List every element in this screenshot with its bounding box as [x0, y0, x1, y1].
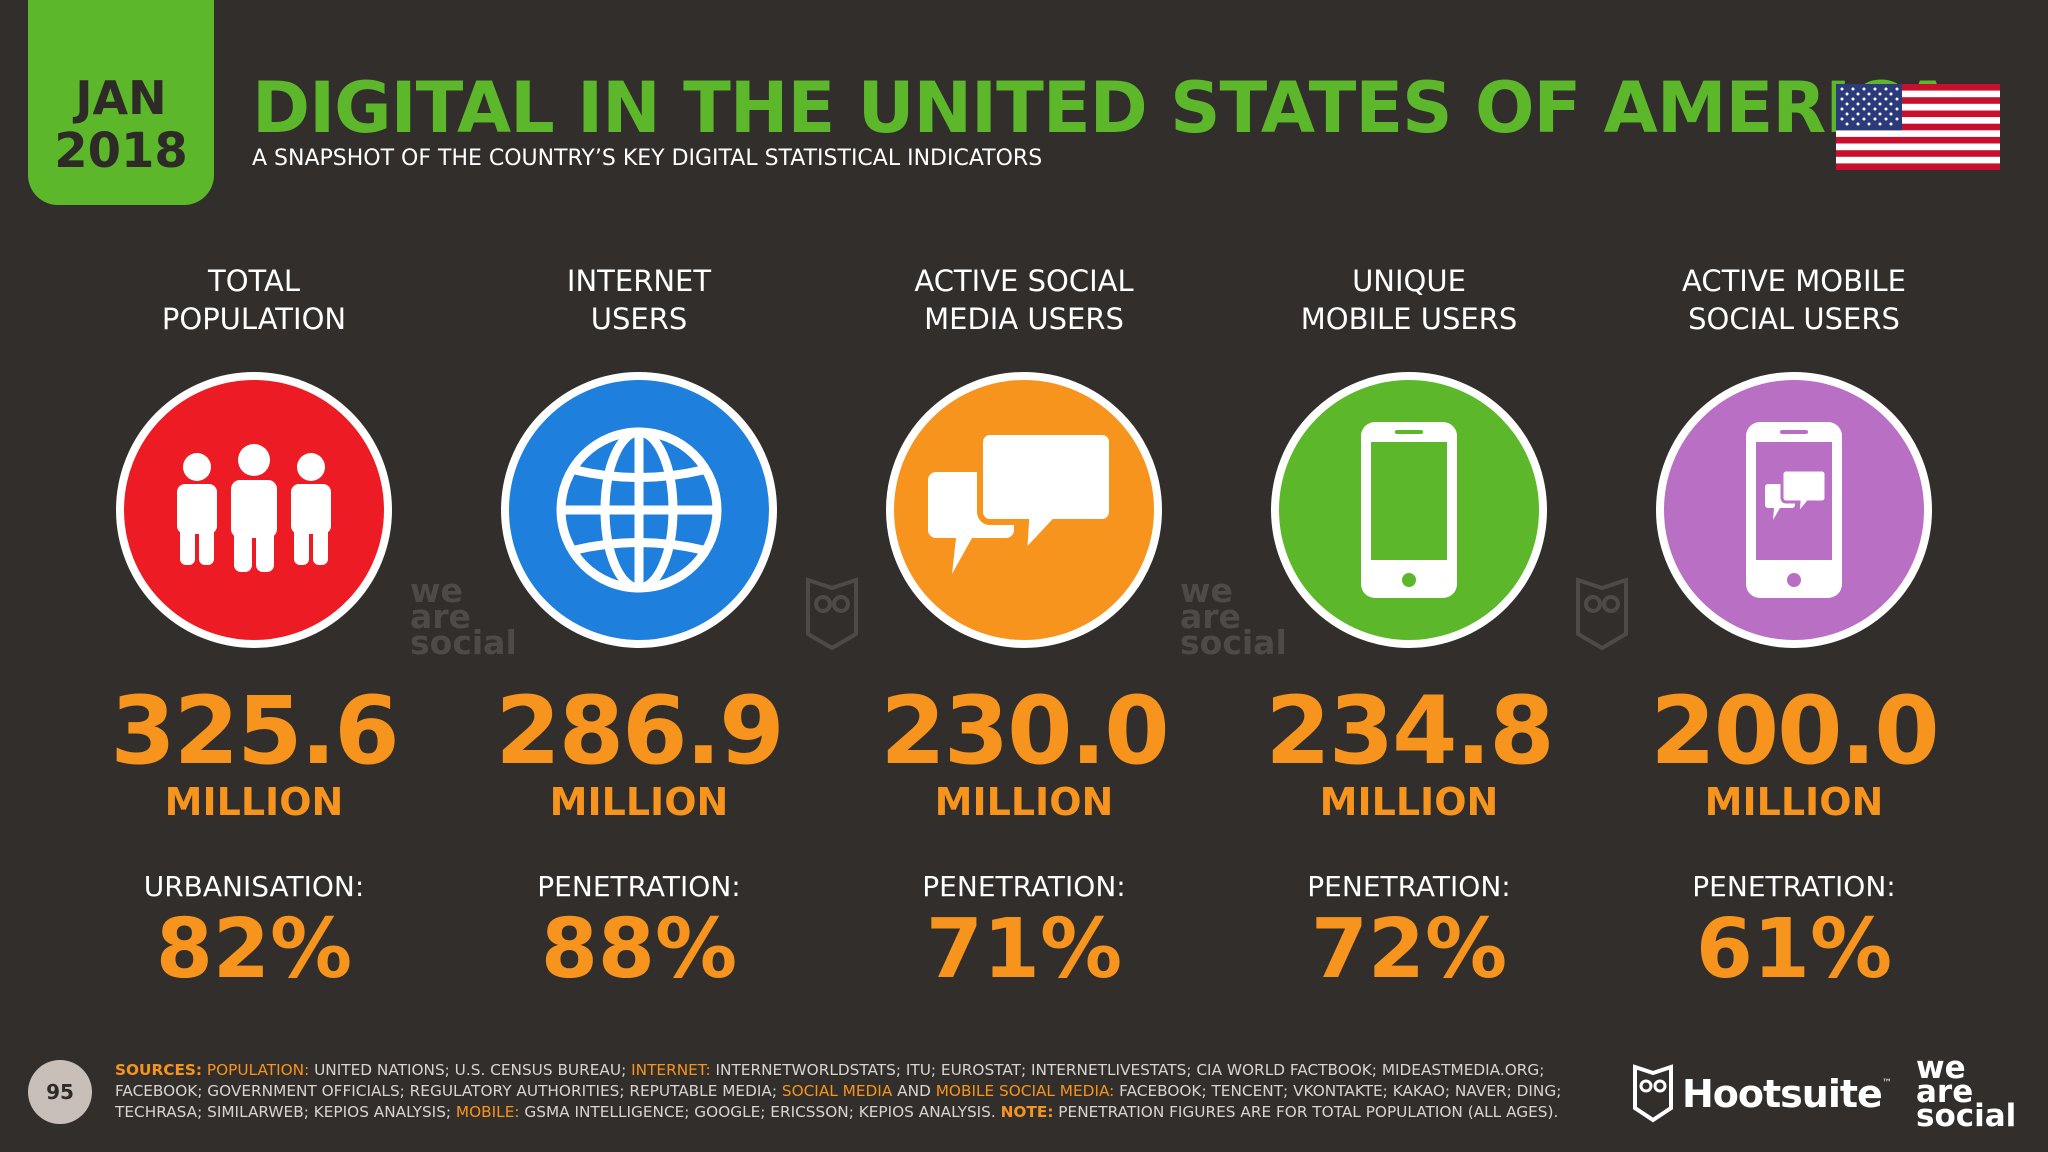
- watermark-line: we: [1180, 571, 1233, 610]
- stat-label-line-2: MEDIA USERS: [924, 302, 1124, 336]
- date-year: 2018: [54, 123, 188, 179]
- social-media-key: SOCIAL MEDIA: [781, 1082, 893, 1100]
- stat-sub-value: 88%: [540, 902, 738, 997]
- stat-label-line-1: ACTIVE MOBILE: [1682, 264, 1906, 298]
- we-are-social-watermark: we are social: [1180, 571, 1287, 662]
- stat-unit: MILLION: [934, 780, 1114, 824]
- stat-label-line-2: USERS: [590, 302, 688, 336]
- internet-key: INTERNET:: [631, 1061, 711, 1079]
- logo-line: we: [1916, 1050, 1966, 1086]
- sources-text: SOURCES: POPULATION: UNITED NATIONS; U.S…: [115, 1060, 1585, 1123]
- sources-key: SOURCES:: [115, 1061, 203, 1079]
- hootsuite-owl-watermark-icon: [806, 577, 858, 651]
- social-sources: FACEBOOK; TENCENT; VKONTAKTE; KAKAO; NAV…: [115, 1082, 1562, 1121]
- hootsuite-wordmark: Hootsuite: [1682, 1072, 1883, 1116]
- mobile-chat-icon: [1656, 372, 1932, 648]
- logo-line: social: [1916, 1098, 2017, 1134]
- watermark-line: social: [410, 623, 517, 662]
- stat-label-line-2: SOCIAL USERS: [1688, 302, 1900, 336]
- globe-icon: [501, 372, 777, 648]
- stat-sub-value: 72%: [1310, 902, 1508, 997]
- stat-sub-label: PENETRATION:: [1307, 870, 1511, 903]
- hootsuite-owl-watermark-icon: [1576, 577, 1628, 651]
- stat-label-line-2: MOBILE USERS: [1300, 302, 1518, 336]
- stat-unit: MILLION: [164, 780, 344, 824]
- mobile-social-media-key: MOBILE SOCIAL MEDIA:: [935, 1082, 1115, 1100]
- stat-label-line-1: TOTAL: [208, 264, 300, 298]
- watermark-line: social: [1180, 623, 1287, 662]
- stat-value: 230.0: [880, 677, 1169, 786]
- watermark-line: we: [410, 571, 463, 610]
- we-are-social-watermark: we are social: [410, 571, 517, 662]
- note-text: PENETRATION FIGURES ARE FOR TOTAL POPULA…: [1053, 1103, 1559, 1121]
- and-text: AND: [892, 1082, 936, 1100]
- hootsuite-logo: Hootsuite ™: [1632, 1064, 1892, 1124]
- stat-label: UNIQUE MOBILE USERS: [1229, 262, 1589, 338]
- trademark: ™: [1881, 1078, 1892, 1089]
- mobile-phone-icon: [1271, 372, 1547, 648]
- hootsuite-owl-icon: [1633, 1064, 1673, 1123]
- stat-value: 200.0: [1650, 677, 1939, 786]
- page-subtitle: A SNAPSHOT OF THE COUNTRY’S KEY DIGITAL …: [252, 146, 1043, 171]
- stat-label: INTERNET USERS: [459, 262, 819, 338]
- watermark-line: are: [1180, 597, 1241, 636]
- stat-label-line-1: ACTIVE SOCIAL: [914, 264, 1134, 298]
- stat-sub-value: 71%: [925, 902, 1123, 997]
- internet-sources: INTERNETWORLDSTATS; ITU; EUROSTAT; INTER…: [115, 1061, 1545, 1100]
- page-title: DIGITAL IN THE UNITED STATES OF AMERICA: [252, 67, 1955, 149]
- stat-sub-label: PENETRATION:: [1692, 870, 1896, 903]
- stat-unit: MILLION: [1319, 780, 1499, 824]
- logo-line: are: [1916, 1074, 1974, 1110]
- date-month: JAN: [75, 71, 167, 125]
- note-key: NOTE:: [1000, 1103, 1054, 1121]
- stat-sub-value: 82%: [155, 902, 353, 997]
- stat-sub-label: URBANISATION:: [143, 870, 365, 903]
- stat-sub-label: PENETRATION:: [537, 870, 741, 903]
- population-key: POPULATION:: [206, 1061, 310, 1079]
- chat-bubbles-icon: [886, 372, 1162, 648]
- people-icon: [116, 372, 392, 648]
- us-flag-icon: [1836, 84, 2000, 170]
- stat-label-line-2: POPULATION: [161, 302, 347, 336]
- stat-unit: MILLION: [549, 780, 729, 824]
- population-sources: UNITED NATIONS; U.S. CENSUS BUREAU;: [309, 1061, 632, 1079]
- we-are-social-logo: we are social: [1916, 1050, 2017, 1134]
- stat-label: ACTIVE SOCIAL MEDIA USERS: [844, 262, 1204, 338]
- stat-sub-label: PENETRATION:: [922, 870, 1126, 903]
- watermark-line: are: [410, 597, 471, 636]
- stat-label: TOTAL POPULATION: [74, 262, 434, 338]
- mobile-sources: GSMA INTELLIGENCE; GOOGLE; ERICSSON; KEP…: [519, 1103, 1001, 1121]
- mobile-key: MOBILE:: [455, 1103, 520, 1121]
- stat-sub-value: 61%: [1695, 902, 1893, 997]
- stat-value: 234.8: [1265, 677, 1554, 786]
- stat-label-line-1: UNIQUE: [1352, 264, 1466, 298]
- stat-value: 325.6: [110, 677, 399, 786]
- stat-label-line-1: INTERNET: [566, 264, 712, 298]
- stat-unit: MILLION: [1704, 780, 1884, 824]
- stat-label: ACTIVE MOBILE SOCIAL USERS: [1614, 262, 1974, 338]
- stat-value: 286.9: [495, 677, 784, 786]
- date-badge: JAN 2018: [28, 0, 214, 205]
- page-number: 95: [28, 1060, 92, 1124]
